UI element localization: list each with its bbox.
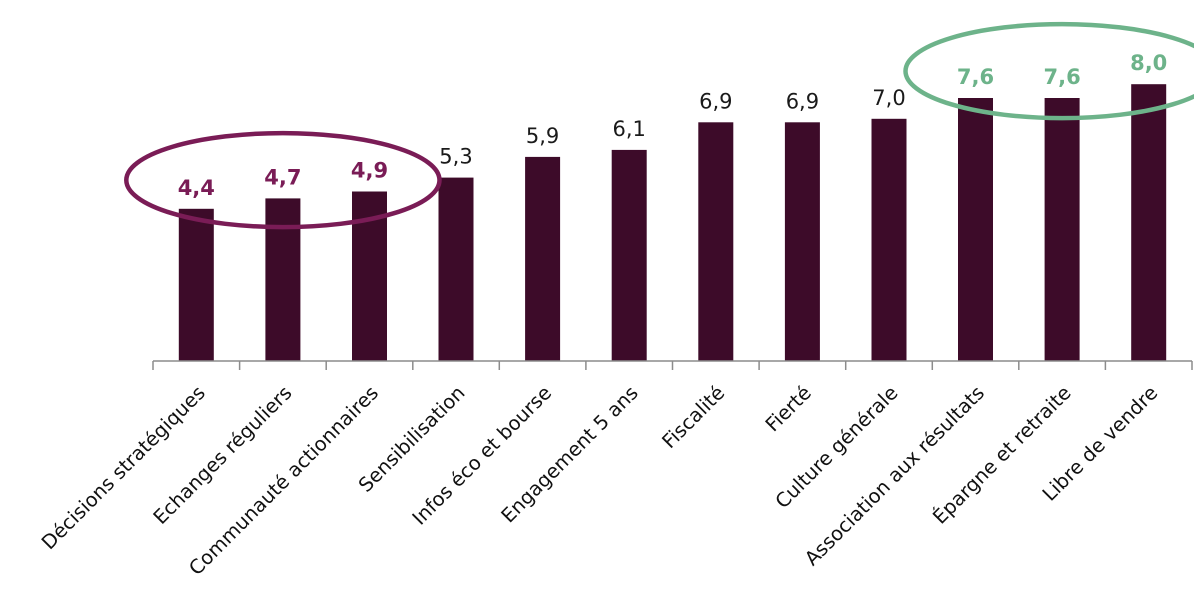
category-label: Décisions stratégiques <box>37 381 210 554</box>
bar <box>438 177 474 361</box>
value-label: 4,9 <box>351 159 388 183</box>
value-labels: 4,4 4,7 4,9 5,3 5,9 6,1 6,9 6,9 7,0 7,6 7,6 8,0 <box>178 51 1168 200</box>
bar <box>958 98 993 361</box>
bar <box>178 208 214 361</box>
value-label: 7,6 <box>1043 65 1080 89</box>
category-label: Fierté <box>761 381 816 436</box>
bar <box>1044 98 1080 361</box>
bar <box>611 149 647 361</box>
value-label: 4,7 <box>264 165 301 189</box>
value-label: 7,0 <box>872 86 905 110</box>
bar <box>784 122 820 361</box>
bars-group <box>178 84 1167 361</box>
category-label: Fiscalité <box>658 381 730 453</box>
bar <box>1131 84 1167 361</box>
value-label: 4,4 <box>178 176 215 200</box>
highlight-ring-high <box>903 21 1194 121</box>
value-label: 5,3 <box>439 145 472 169</box>
value-label: 6,9 <box>699 89 732 113</box>
value-label: 6,9 <box>786 89 819 113</box>
value-label: 5,9 <box>526 124 559 148</box>
bar <box>525 156 561 361</box>
value-label: 6,1 <box>612 117 645 141</box>
value-label: 8,0 <box>1130 51 1167 75</box>
highlight-rings <box>124 21 1194 230</box>
x-axis <box>152 360 1193 370</box>
bar <box>871 118 907 361</box>
bar <box>265 198 301 361</box>
highlight-ring-low <box>124 130 442 230</box>
value-label: 7,6 <box>957 65 994 89</box>
category-label: Association aux résultats <box>800 381 989 570</box>
bar <box>698 122 734 361</box>
